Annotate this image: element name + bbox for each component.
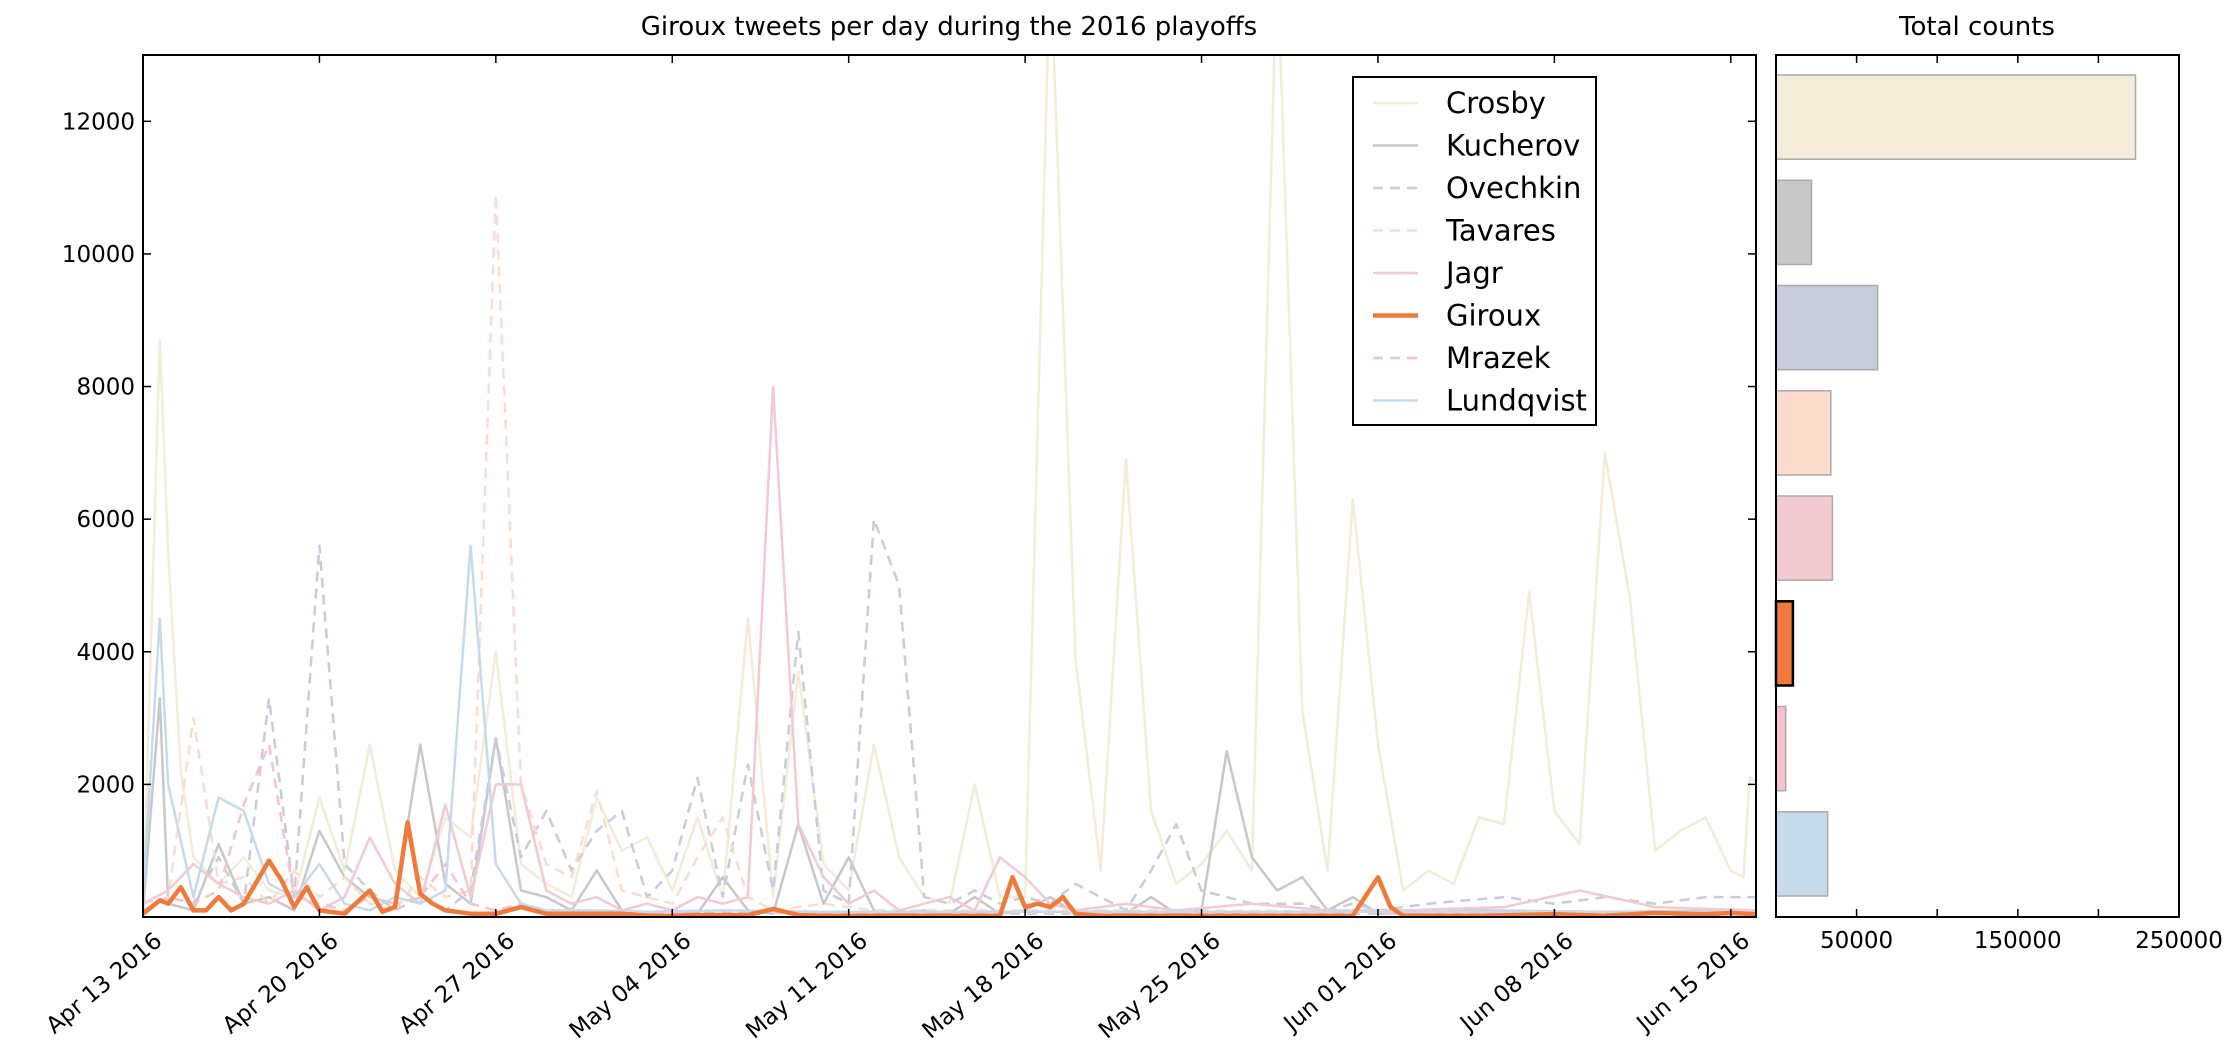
legend-label-tavares: Tavares <box>1445 214 1556 248</box>
legend-label-jagr: Jagr <box>1444 256 1503 290</box>
bar-giroux <box>1774 600 1795 687</box>
line-chart-title: Giroux tweets per day during the 2016 pl… <box>641 12 1257 42</box>
y-tick-label: 2000 <box>76 772 135 798</box>
bar-crosby <box>1775 74 2137 160</box>
bar-plot-frame <box>1775 54 2180 918</box>
bar-group <box>1774 74 2137 897</box>
series-line-lundqvist <box>143 544 1756 913</box>
legend-items: Crosby Kucherov Ovechkin Tavares Jagr Giroux M… <box>1373 86 1587 418</box>
series-line-tavares <box>143 192 1756 913</box>
y-tick-label: 10000 <box>62 242 135 268</box>
bar-jagr <box>1775 495 1834 581</box>
bar-chart: Total counts 50000 150000 250000 <box>1774 12 2223 954</box>
bar-x-tick-label: 150000 <box>1974 928 2062 954</box>
bar-mrazek <box>1775 705 1787 792</box>
bar-chart-title: Total counts <box>1898 12 2055 42</box>
legend-frame <box>1352 76 1597 426</box>
legend: Crosby Kucherov Ovechkin Tavares Jagr Giroux M… <box>1352 76 1597 426</box>
series-line-giroux <box>143 819 1756 917</box>
series-line-kucherov <box>143 696 1756 915</box>
line-series-group <box>143 55 1756 917</box>
bar-lundqvist <box>1775 811 1829 897</box>
series-line-mrazek <box>143 743 1756 915</box>
legend-label-giroux: Giroux <box>1446 299 1541 333</box>
y-tick-label: 8000 <box>76 375 135 401</box>
bar-ovechkin <box>1775 284 1879 371</box>
legend-label-mrazek: Mrazek <box>1446 341 1551 375</box>
y-tick-label: 12000 <box>62 109 135 135</box>
legend-label-ovechkin: Ovechkin <box>1446 171 1581 205</box>
bar-x-tick-label: 50000 <box>1820 928 1893 954</box>
legend-label-kucherov: Kucherov <box>1446 129 1580 163</box>
bar-kucherov <box>1775 179 1813 266</box>
legend-label-lundqvist: Lundqvist <box>1446 384 1587 418</box>
y-tick-label: 4000 <box>76 640 135 666</box>
bar-plot-background <box>1776 55 2179 917</box>
series-line-crosby <box>143 55 1756 917</box>
line-y-axis: 2000 4000 6000 8000 10000 12000 <box>62 109 1756 798</box>
bar-tavares <box>1775 390 1832 476</box>
bar-plot-area <box>1774 54 2180 918</box>
line-plot-frame <box>142 54 1757 918</box>
line-chart: Giroux tweets per day during the 2016 pl… <box>41 12 1757 1044</box>
series-line-jagr <box>143 385 1756 912</box>
legend-label-crosby: Crosby <box>1446 86 1546 120</box>
bar-x-axis: 50000 150000 250000 <box>1775 55 2223 954</box>
bar-x-tick-label: 250000 <box>2135 928 2223 954</box>
y-tick-label: 6000 <box>76 507 135 533</box>
